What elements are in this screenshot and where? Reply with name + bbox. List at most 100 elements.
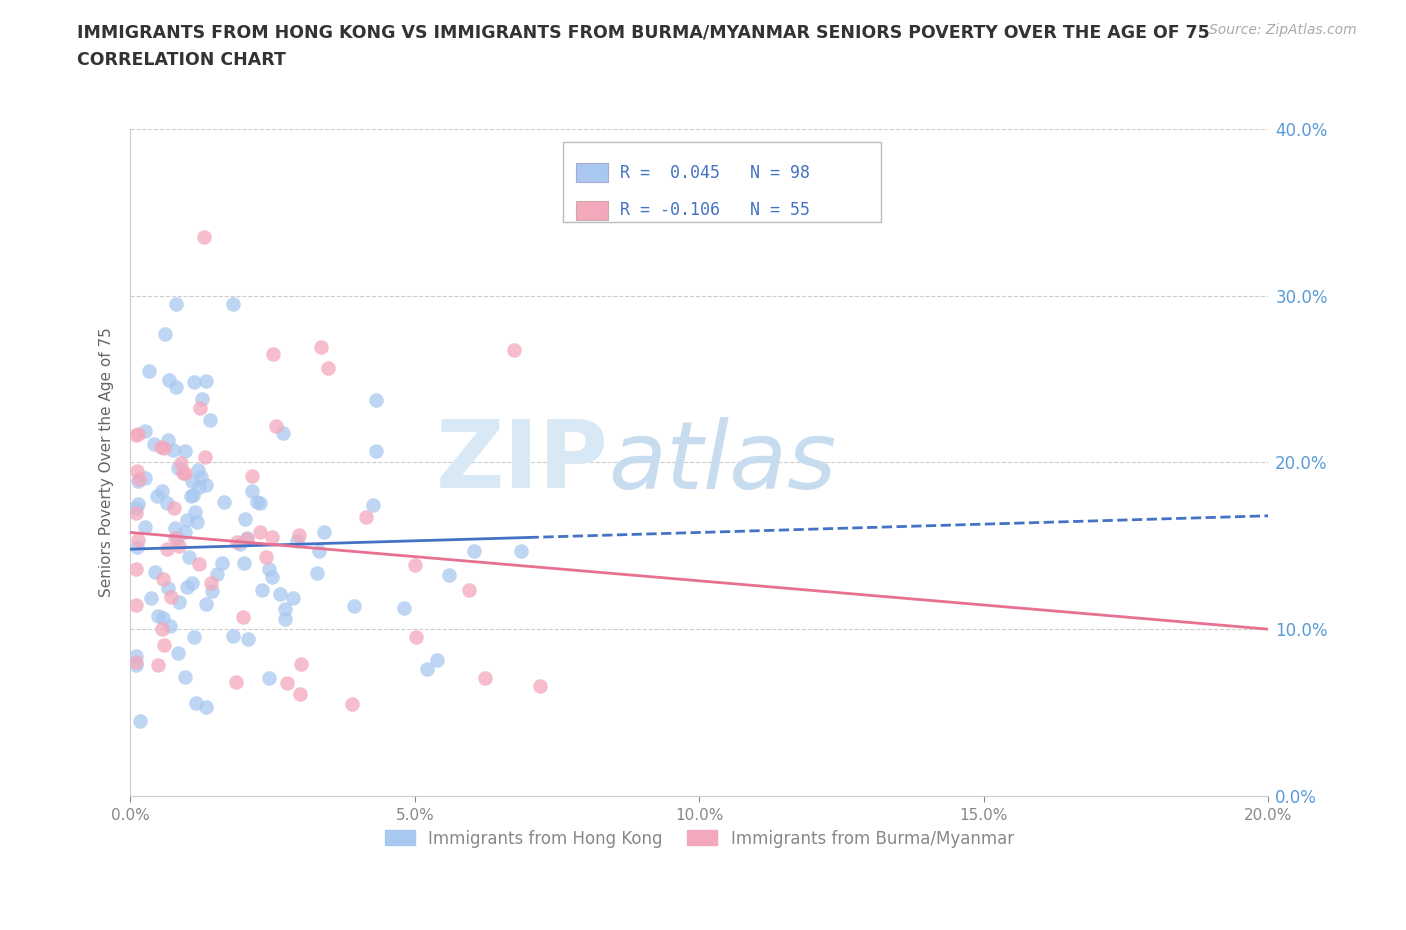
Point [437, 568, 460, 583]
Point [172, 465, 194, 480]
Point [134, 471, 156, 485]
Text: R = -0.106   N = 55: R = -0.106 N = 55 [620, 201, 810, 219]
Point [195, 596, 218, 611]
Point [173, 465, 195, 480]
Point [146, 489, 169, 504]
Point [125, 655, 148, 670]
Point [150, 440, 173, 455]
Point [163, 500, 186, 515]
Point [162, 443, 184, 458]
Point [169, 594, 191, 609]
Point [153, 326, 176, 341]
Point [273, 602, 295, 617]
Point [254, 550, 277, 565]
Point [343, 599, 366, 614]
Point [240, 469, 263, 484]
Text: Source: ZipAtlas.com: Source: ZipAtlas.com [1209, 23, 1357, 37]
Point [139, 591, 162, 605]
Text: IMMIGRANTS FROM HONG KONG VS IMMIGRANTS FROM BURMA/MYANMAR SENIORS POVERTY OVER : IMMIGRANTS FROM HONG KONG VS IMMIGRANTS … [77, 23, 1211, 41]
Bar [576, 164, 609, 182]
Point [190, 470, 212, 485]
Point [474, 671, 496, 685]
Point [180, 488, 202, 503]
Point [309, 339, 332, 354]
Point [157, 433, 180, 448]
Text: ZIP: ZIP [436, 417, 609, 509]
Point [183, 375, 205, 390]
Point [249, 496, 271, 511]
Point [232, 610, 254, 625]
Text: atlas: atlas [609, 417, 837, 508]
Point [186, 515, 208, 530]
Point [207, 566, 229, 581]
Point [394, 601, 416, 616]
Point [283, 591, 305, 605]
Point [416, 661, 439, 676]
Point [125, 562, 148, 577]
Point [235, 512, 257, 526]
Point [166, 461, 188, 476]
Point [152, 441, 174, 456]
Point [174, 525, 197, 539]
Point [232, 556, 254, 571]
Point [157, 580, 180, 595]
Point [125, 648, 148, 663]
Legend: Immigrants from Hong Kong, Immigrants from Burma/Myanmar: Immigrants from Hong Kong, Immigrants fr… [378, 823, 1021, 855]
Point [236, 530, 259, 545]
Point [195, 699, 218, 714]
Point [184, 696, 207, 711]
Point [195, 374, 218, 389]
Point [287, 527, 309, 542]
Point [181, 473, 204, 488]
Point [198, 412, 221, 427]
Point [366, 444, 388, 458]
Point [200, 576, 222, 591]
Point [290, 686, 312, 701]
Point [262, 529, 284, 544]
Point [240, 484, 263, 498]
Point [274, 612, 297, 627]
Point [127, 426, 149, 441]
Point [181, 487, 204, 502]
Point [312, 525, 335, 539]
Y-axis label: Seniors Poverty Over the Age of 75: Seniors Poverty Over the Age of 75 [100, 327, 114, 597]
Point [340, 697, 363, 711]
Point [125, 658, 148, 672]
Point [148, 658, 170, 672]
Point [364, 392, 387, 407]
Point [165, 380, 187, 395]
Point [463, 544, 485, 559]
Point [225, 674, 247, 689]
Point [246, 495, 269, 510]
Point [134, 520, 156, 535]
Point [166, 531, 188, 546]
Point [170, 456, 193, 471]
Point [361, 498, 384, 512]
Point [142, 437, 165, 452]
Point [174, 670, 197, 684]
Point [157, 373, 180, 388]
Point [190, 392, 212, 406]
Point [201, 583, 224, 598]
Point [183, 630, 205, 644]
Point [152, 611, 174, 626]
Point [529, 679, 551, 694]
Point [290, 657, 312, 671]
Point [125, 500, 148, 515]
Point [188, 401, 211, 416]
Point [174, 444, 197, 458]
Point [257, 562, 280, 577]
Point [153, 637, 176, 652]
Point [134, 424, 156, 439]
Point [125, 428, 148, 443]
Point [187, 462, 209, 477]
Point [510, 543, 533, 558]
Point [236, 632, 259, 647]
Point [193, 230, 215, 245]
Point [159, 590, 181, 604]
Point [276, 675, 298, 690]
Point [163, 530, 186, 545]
Point [167, 538, 190, 553]
Point [222, 629, 245, 644]
Point [156, 541, 179, 556]
